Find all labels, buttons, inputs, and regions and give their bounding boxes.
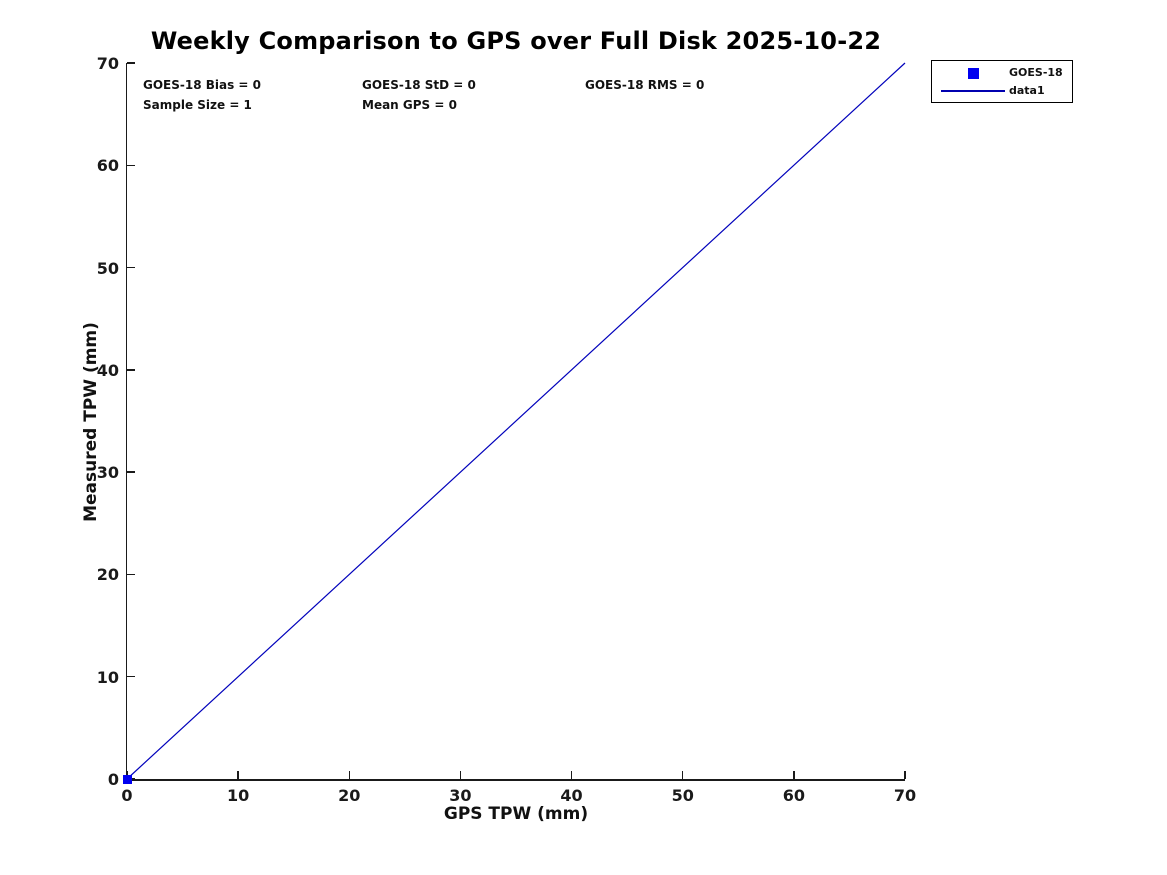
y-tick-label: 60 <box>96 156 119 176</box>
y-axis-line <box>125 63 127 781</box>
y-tick-mark <box>127 266 135 269</box>
y-axis-label: Measured TPW (mm) <box>81 322 101 522</box>
y-tick-mark <box>127 675 135 678</box>
y-tick-label: 70 <box>96 54 119 73</box>
y-tick-mark <box>127 164 135 167</box>
legend-entry-label: GOES-18 <box>1009 66 1063 79</box>
data1-line <box>126 62 906 780</box>
y-tick-mark <box>127 62 135 64</box>
x-tick-mark <box>793 771 795 779</box>
y-tick-label: 50 <box>96 258 119 278</box>
x-tick-label: 70 <box>893 786 917 805</box>
y-tick-mark <box>127 471 135 473</box>
y-tick-mark <box>127 573 135 576</box>
legend-square-marker-swatch <box>968 68 979 79</box>
x-tick-mark <box>570 771 573 779</box>
x-tick-label: 30 <box>449 786 472 805</box>
stat-sample-size: Sample Size = 1 <box>143 98 252 112</box>
x-tick-label: 60 <box>782 786 805 805</box>
x-tick-label: 20 <box>338 786 361 805</box>
x-tick-label: 10 <box>227 786 250 805</box>
legend-entry-data1: data1 <box>932 81 1072 101</box>
stat-std: GOES-18 StD = 0 <box>362 78 476 92</box>
x-tick-label: 50 <box>671 786 694 805</box>
x-tick-label: 40 <box>560 786 583 805</box>
x-tick-mark <box>237 771 239 779</box>
x-tick-mark <box>904 771 906 779</box>
stat-mean-gps: Mean GPS = 0 <box>362 98 457 112</box>
y-tick-label: 0 <box>107 770 119 789</box>
x-tick-mark <box>459 771 462 779</box>
x-tick-label: 0 <box>121 786 133 805</box>
y-tick-label: 30 <box>96 463 119 483</box>
x-axis-label: GPS TPW (mm) <box>443 804 589 824</box>
y-tick-mark <box>127 369 135 371</box>
y-tick-label: 10 <box>96 667 119 687</box>
x-tick-mark <box>348 771 351 779</box>
plot-canvas <box>126 62 906 780</box>
plot-area <box>125 62 906 781</box>
x-axis-line <box>125 779 905 781</box>
stat-rms: GOES-18 RMS = 0 <box>585 78 705 92</box>
y-tick-label: 40 <box>96 360 119 380</box>
goes-18-marker <box>122 774 132 784</box>
legend-entry-label: data1 <box>1009 84 1045 97</box>
chart-title: Weekly Comparison to GPS over Full Disk … <box>150 27 882 55</box>
y-tick-label: 20 <box>96 565 119 585</box>
legend: GOES-18 data1 <box>931 60 1073 103</box>
legend-line-swatch <box>941 90 1005 92</box>
legend-entry-goes18: GOES-18 <box>932 63 1072 83</box>
x-tick-mark <box>681 771 684 779</box>
stat-bias: GOES-18 Bias = 0 <box>143 78 262 92</box>
